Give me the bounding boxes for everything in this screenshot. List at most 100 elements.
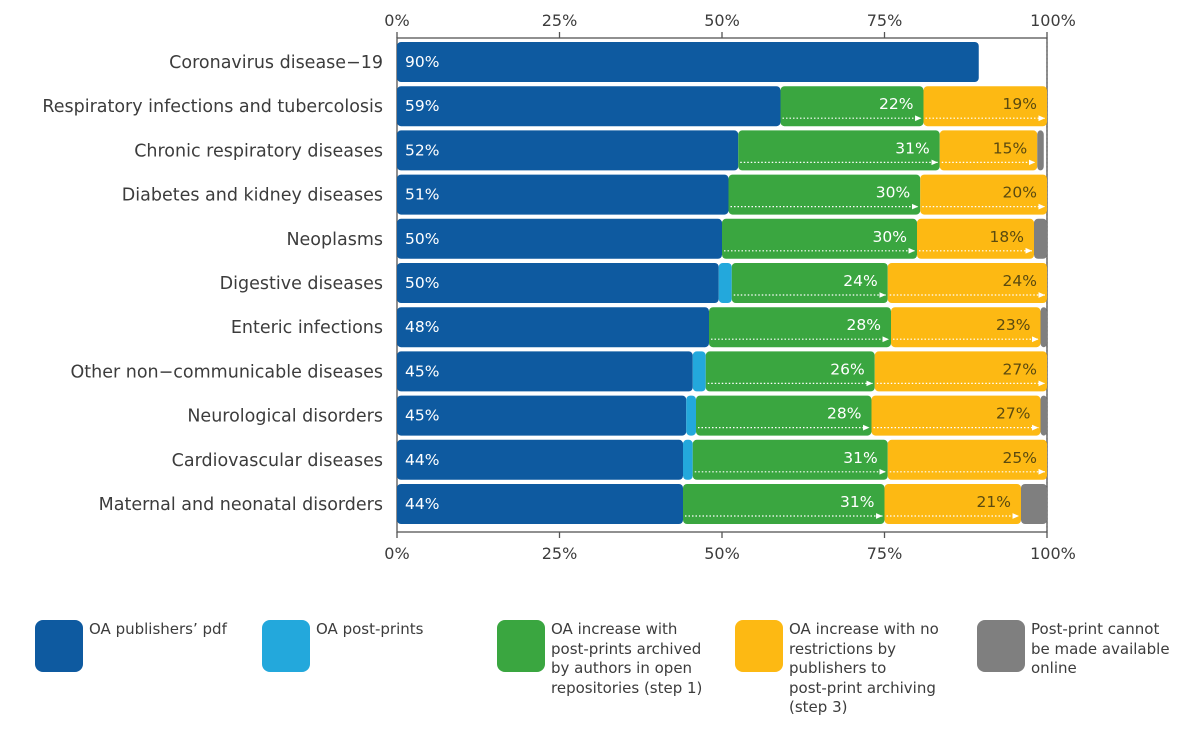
bar-segment-3	[705, 351, 875, 392]
bar-segment-1	[397, 351, 693, 392]
bar-segment-1	[397, 174, 729, 215]
bar-segment-3	[709, 307, 891, 348]
bar-segment-3	[692, 439, 888, 480]
legend-label: OA increase with post-prints archived by…	[551, 620, 703, 697]
legend-label: OA post-prints	[316, 620, 424, 638]
bar-segment-5	[1040, 395, 1047, 436]
category-label: Maternal and neonatal disorders	[99, 495, 383, 515]
legend-label: OA increase with no restrictions by publ…	[789, 620, 939, 716]
bar-segment-5	[1034, 218, 1047, 259]
legend-swatch	[35, 620, 83, 672]
bar-segment-3	[728, 174, 921, 215]
data-label: 90%	[405, 53, 439, 71]
bar-segment-1	[397, 484, 683, 524]
bar-segment-5	[1021, 484, 1047, 524]
data-label: 28%	[847, 316, 881, 334]
data-label: 44%	[405, 451, 439, 469]
data-label: 26%	[830, 360, 864, 378]
category-label: Diabetes and kidney diseases	[122, 186, 383, 206]
data-label: 24%	[843, 272, 877, 290]
data-label: 31%	[895, 139, 929, 157]
category-label: Neoplasms	[286, 230, 383, 250]
bar-segment-4	[939, 130, 1038, 171]
x-tick-label-top: 100%	[1030, 11, 1076, 30]
data-label: 50%	[405, 274, 439, 292]
x-tick-label-top: 0%	[384, 11, 409, 30]
data-label: 50%	[405, 230, 439, 248]
data-label: 45%	[405, 407, 439, 425]
bar-segment-4	[887, 439, 1047, 480]
x-tick-label-bottom: 0%	[384, 544, 409, 563]
bar-segment-3	[683, 484, 885, 524]
legend-swatch	[735, 620, 783, 672]
data-label: 19%	[1003, 95, 1037, 113]
data-label: 21%	[977, 493, 1011, 511]
bar-segment-4	[884, 484, 1021, 524]
legend-item: OA increase with no restrictions by publ…	[735, 620, 939, 718]
data-label: 27%	[1003, 360, 1037, 378]
data-label: 59%	[405, 97, 439, 115]
category-label: Enteric infections	[231, 318, 383, 338]
chart: 0% 0% 25% 25% 50% 50% 75% 75% 100% 100% Coronaviru…	[42, 11, 1076, 563]
bar-segment-2	[692, 351, 706, 392]
legend-item: OA publishers’ pdf	[35, 620, 227, 672]
data-label: 52%	[405, 141, 439, 159]
x-tick-label-bottom: 50%	[704, 544, 740, 563]
x-tick-label-top: 50%	[704, 11, 740, 30]
legend-swatch	[977, 620, 1025, 672]
legend-swatch	[262, 620, 310, 672]
bar-segment-5	[1037, 130, 1044, 171]
bar-segment-4	[871, 395, 1041, 436]
legend-swatch	[497, 620, 545, 672]
legend-label: Post-print cannot be made available onli…	[1031, 620, 1170, 677]
data-label: 44%	[405, 495, 439, 513]
bar-segment-1	[397, 86, 781, 127]
bar-segment-3	[731, 263, 888, 303]
bar-segment-4	[874, 351, 1047, 392]
data-label: 28%	[827, 405, 861, 423]
category-label: Digestive diseases	[220, 274, 383, 294]
bar-segment-1	[397, 439, 683, 480]
bar-segment-1	[397, 42, 979, 82]
data-label: 27%	[996, 405, 1030, 423]
legend-item: OA post-prints	[262, 620, 423, 672]
bar-segment-2	[718, 263, 732, 303]
bar-segment-1	[397, 395, 687, 436]
data-label: 23%	[996, 316, 1030, 334]
legend-item: OA increase with post-prints archived by…	[497, 620, 702, 698]
data-label: 31%	[840, 493, 874, 511]
bar-segment-3	[722, 218, 917, 259]
data-label: 48%	[405, 318, 439, 336]
bar-segment-4	[920, 174, 1047, 215]
data-label: 25%	[1003, 449, 1037, 467]
category-label: Coronavirus disease−19	[169, 53, 383, 73]
category-label: Respiratory infections and tubercolosis	[42, 97, 383, 117]
category-label: Other non−communicable diseases	[71, 362, 384, 382]
bar-segment-2	[683, 439, 693, 480]
data-label: 22%	[879, 95, 913, 113]
legend-item: Post-print cannot be made available onli…	[977, 620, 1170, 679]
x-tick-label-bottom: 25%	[542, 544, 578, 563]
bar-segment-2	[686, 395, 696, 436]
data-label: 31%	[843, 449, 877, 467]
category-label: Cardiovascular diseases	[172, 451, 383, 471]
x-tick-label-top: 25%	[542, 11, 578, 30]
bar-segment-4	[891, 307, 1041, 348]
bar-segment-1	[397, 307, 709, 348]
data-label: 30%	[876, 184, 910, 202]
x-tick-label-bottom: 75%	[867, 544, 903, 563]
data-label: 24%	[1003, 272, 1037, 290]
bar-segment-1	[397, 218, 722, 259]
legend-label: OA publishers’ pdf	[89, 620, 227, 638]
bar-segment-1	[397, 263, 719, 303]
data-label: 20%	[1003, 184, 1037, 202]
data-label: 30%	[873, 228, 907, 246]
data-label: 51%	[405, 186, 439, 204]
data-label: 15%	[993, 139, 1027, 157]
data-label: 45%	[405, 362, 439, 380]
category-label: Chronic respiratory diseases	[134, 141, 383, 161]
bar-segment-4	[917, 218, 1034, 259]
category-label: Neurological disorders	[187, 407, 383, 427]
bar-segment-3	[738, 130, 940, 171]
x-tick-label-bottom: 100%	[1030, 544, 1076, 563]
